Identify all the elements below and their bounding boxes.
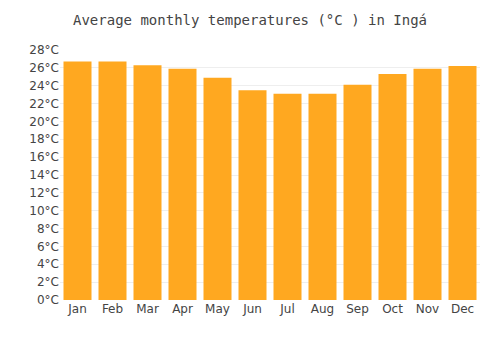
svg-text:Nov: Nov <box>416 302 439 316</box>
svg-text:26°C: 26°C <box>29 61 59 75</box>
svg-text:6°C: 6°C <box>37 240 59 254</box>
svg-text:Jul: Jul <box>279 302 294 316</box>
svg-text:Oct: Oct <box>382 302 403 316</box>
svg-text:20°C: 20°C <box>29 115 59 129</box>
svg-text:Apr: Apr <box>172 302 193 316</box>
svg-text:Jun: Jun <box>242 302 262 316</box>
svg-text:Dec: Dec <box>451 302 474 316</box>
svg-text:May: May <box>205 302 230 316</box>
svg-text:Mar: Mar <box>136 302 159 316</box>
svg-text:2°C: 2°C <box>37 275 59 289</box>
svg-text:22°C: 22°C <box>29 97 59 111</box>
svg-text:Jan: Jan <box>67 302 87 316</box>
svg-text:Feb: Feb <box>102 302 123 316</box>
svg-text:Average monthly temperatures (: Average monthly temperatures (°C ) in In… <box>73 12 427 28</box>
svg-text:24°C: 24°C <box>29 79 59 93</box>
svg-text:Sep: Sep <box>346 302 369 316</box>
svg-text:18°C: 18°C <box>29 132 59 146</box>
svg-text:28°C: 28°C <box>29 43 59 57</box>
svg-text:10°C: 10°C <box>29 204 59 218</box>
svg-text:12°C: 12°C <box>29 186 59 200</box>
svg-text:14°C: 14°C <box>29 168 59 182</box>
svg-text:4°C: 4°C <box>37 257 59 271</box>
svg-text:8°C: 8°C <box>37 222 59 236</box>
svg-text:0°C: 0°C <box>37 293 59 307</box>
svg-text:Aug: Aug <box>311 302 334 316</box>
svg-text:16°C: 16°C <box>29 150 59 164</box>
